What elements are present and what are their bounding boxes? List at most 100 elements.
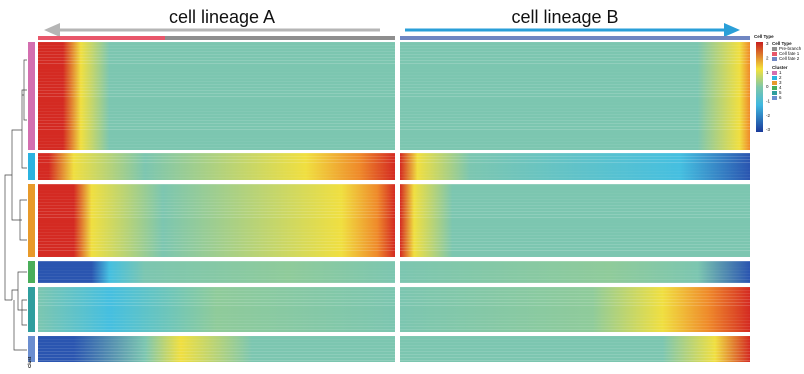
row-texture: [38, 360, 750, 361]
heat-block: [400, 336, 750, 362]
row-texture: [38, 171, 750, 172]
row-texture: [38, 326, 750, 327]
row-texture: [38, 226, 750, 227]
legend-label: 3: [779, 80, 782, 85]
row-texture: [38, 108, 750, 109]
row-texture: [38, 120, 750, 121]
row-texture: [38, 105, 750, 106]
row-texture: [38, 229, 750, 230]
row-texture: [38, 345, 750, 346]
row-texture: [38, 261, 750, 262]
row-texture: [38, 279, 750, 280]
row-texture: [38, 159, 750, 160]
row-texture: [38, 296, 750, 297]
row-texture: [38, 75, 750, 76]
row-texture: [38, 138, 750, 139]
row-texture: [38, 276, 750, 277]
lineage-a-label: cell lineage A: [169, 7, 275, 27]
legend-swatch: [772, 76, 777, 80]
row-texture: [38, 241, 750, 242]
row-texture: [38, 168, 750, 169]
row-texture: [38, 123, 750, 124]
dendrogram: [4, 59, 27, 351]
heat-block: [400, 42, 750, 150]
legend-swatch: [772, 81, 777, 85]
legend-label: 1: [779, 70, 782, 75]
row-texture: [38, 323, 750, 324]
row-texture: [38, 290, 750, 291]
row-texture: [38, 311, 750, 312]
row-texture: [38, 299, 750, 300]
row-texture: [38, 354, 750, 355]
row-texture: [38, 81, 750, 82]
row-texture: [38, 320, 750, 321]
legend-swatch: [772, 57, 777, 61]
row-texture: [38, 342, 750, 343]
row-texture: [38, 177, 750, 178]
row-texture: [38, 223, 750, 224]
row-texture: [38, 214, 750, 215]
legend-label: Cell fate 2: [779, 56, 800, 61]
scale-tick-label: -1: [766, 99, 770, 104]
row-texture: [38, 270, 750, 271]
row-texture: [38, 135, 750, 136]
heat-block: [400, 261, 750, 283]
row-texture: [38, 256, 750, 257]
row-label: Clust: [27, 356, 32, 368]
row-texture: [38, 96, 750, 97]
row-texture: [38, 244, 750, 245]
row-texture: [38, 238, 750, 239]
row-texture: [38, 273, 750, 274]
row-texture: [38, 232, 750, 233]
row-texture: [38, 190, 750, 191]
row-texture: [38, 211, 750, 212]
heat-block: [38, 336, 395, 362]
heat-block: [38, 184, 395, 257]
row-texture: [38, 84, 750, 85]
arrow-head: [724, 23, 740, 37]
row-texture: [38, 162, 750, 163]
row-texture: [38, 305, 750, 306]
row-texture: [38, 129, 750, 130]
row-texture: [38, 93, 750, 94]
legend-swatch: [772, 47, 777, 51]
row-texture: [38, 193, 750, 194]
scale-tick-label: 3: [766, 41, 769, 46]
scale-tick-label: 0: [766, 84, 769, 89]
legend-swatch: [772, 86, 777, 90]
row-texture: [38, 217, 750, 218]
lineage-b-label: cell lineage B: [511, 7, 618, 27]
legend-swatch: [772, 71, 777, 75]
legend-title: Cell Type: [772, 41, 792, 46]
row-texture: [38, 54, 750, 55]
row-texture: [38, 72, 750, 73]
row-texture: [38, 45, 750, 46]
row-texture: [38, 87, 750, 88]
row-texture: [38, 250, 750, 251]
row-texture: [38, 314, 750, 315]
legend-label: Pre-branch: [779, 46, 802, 51]
legend-title: Cell Type: [754, 34, 774, 39]
row-texture: [38, 117, 750, 118]
row-texture: [38, 90, 750, 91]
cluster-bar: [28, 42, 35, 150]
legend-label: 2: [779, 75, 782, 80]
row-texture: [38, 60, 750, 61]
legend-title: Cluster: [772, 65, 788, 70]
row-texture: [38, 184, 750, 185]
row-texture: [38, 302, 750, 303]
row-texture: [38, 202, 750, 203]
fate-bar: [400, 36, 750, 40]
row-texture: [38, 153, 750, 154]
row-texture: [38, 156, 750, 157]
row-texture: [38, 48, 750, 49]
row-texture: [38, 282, 750, 283]
legend-label: 4: [779, 85, 782, 90]
cluster-bar: [28, 184, 35, 257]
fate-bar: [38, 36, 165, 40]
legend-label: 5: [779, 90, 782, 95]
row-texture: [38, 267, 750, 268]
row-texture: [38, 357, 750, 358]
row-texture: [38, 174, 750, 175]
row-texture: [38, 42, 750, 43]
